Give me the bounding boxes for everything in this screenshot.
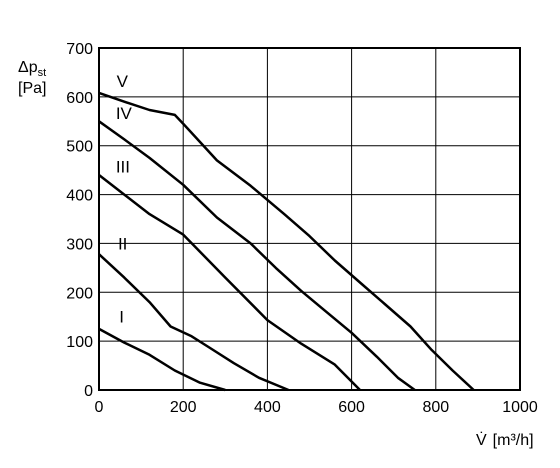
y-axis-label-sub: st bbox=[38, 67, 47, 79]
x-tick-label-1: 200 bbox=[170, 399, 197, 416]
x-tick-label-4: 800 bbox=[422, 399, 449, 416]
y-tick-label-5: 500 bbox=[66, 139, 93, 156]
y-tick-label-4: 400 bbox=[66, 188, 93, 205]
y-tick-label-1: 100 bbox=[66, 334, 93, 351]
y-tick-label-0: 0 bbox=[84, 383, 93, 400]
curve-label-III: III bbox=[116, 158, 130, 177]
y-tick-label-3: 300 bbox=[66, 236, 93, 253]
y-tick-label-2: 200 bbox=[66, 285, 93, 302]
series-layer bbox=[98, 91, 475, 392]
plot-frame bbox=[98, 47, 521, 391]
series-line-IV bbox=[98, 120, 416, 392]
series-line-III bbox=[98, 174, 361, 391]
x-axis-label-unit: [m³/h] bbox=[493, 432, 534, 449]
x-tick-label-2: 400 bbox=[254, 399, 281, 416]
y-axis-unit: [Pa] bbox=[18, 80, 46, 97]
y-axis-label-main: Δp bbox=[18, 59, 38, 76]
curve-label-V: V bbox=[117, 72, 129, 91]
tick-labels: 0 200 400 600 800 1000 0 100 200 300 400 500 600 700 bbox=[66, 41, 538, 416]
series-line-V bbox=[98, 91, 475, 391]
x-tick-label-5: 1000 bbox=[502, 399, 538, 416]
x-tick-label-0: 0 bbox=[95, 399, 104, 416]
x-tick-label-3: 600 bbox=[338, 399, 365, 416]
curve-label-IV: IV bbox=[116, 104, 133, 123]
curve-label-I: I bbox=[119, 308, 124, 327]
x-axis-label: V̇ [m³/h] bbox=[476, 431, 534, 449]
y-axis-label: Δpst bbox=[18, 59, 46, 79]
series-line-I bbox=[98, 327, 226, 392]
grid bbox=[99, 48, 520, 390]
y-tick-label-7: 700 bbox=[66, 41, 93, 58]
y-tick-label-6: 600 bbox=[66, 90, 93, 107]
series-line-II bbox=[98, 253, 289, 392]
x-axis-label-main: V̇ bbox=[476, 431, 487, 449]
curve-label-II: II bbox=[118, 234, 127, 253]
